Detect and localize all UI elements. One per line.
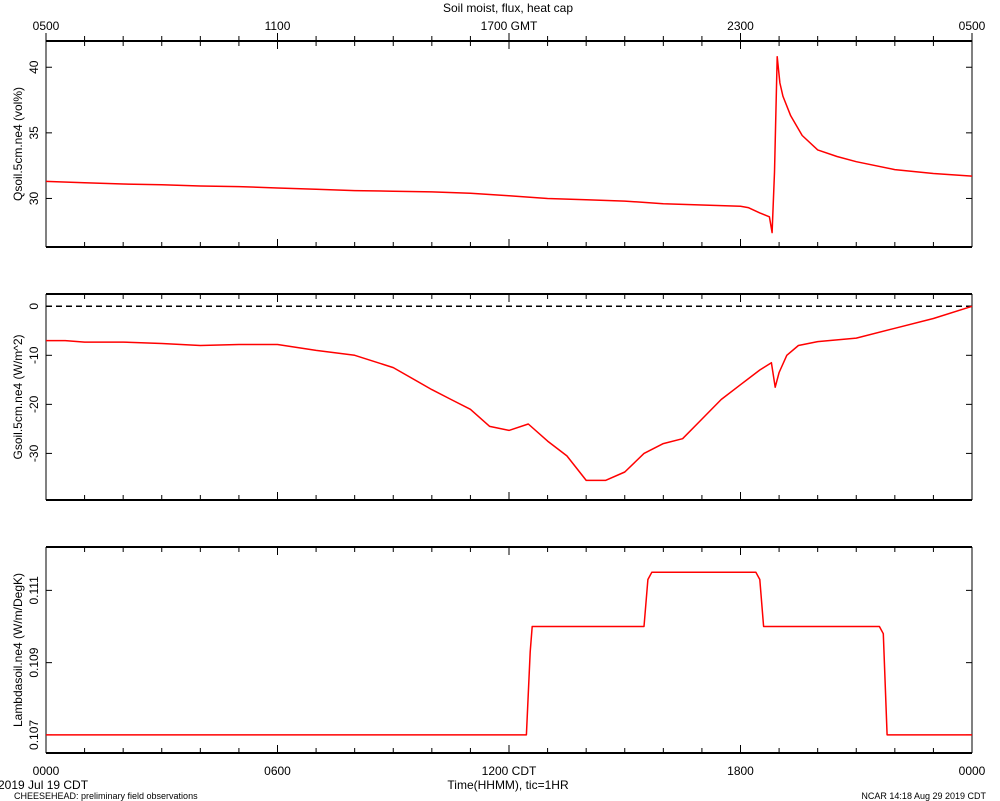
bottom-axis-tick-label: 1800 (727, 764, 754, 778)
y-axis-label: Lambdasoil.ne4 (W/m/DegK) (11, 573, 25, 727)
bottom-axis-tick-label: 1200 CDT (482, 764, 537, 778)
y-axis-label: Gsoil.5cm.ne4 (W/m^2) (11, 335, 25, 460)
y-tick-label: 0.107 (27, 720, 41, 750)
series-line (46, 571, 972, 736)
bottom-axis-tick-label: 0000 (33, 764, 60, 778)
top-axis-tick-label: 1700 GMT (481, 19, 538, 33)
date-label: 2019 Jul 19 CDT (0, 778, 89, 792)
y-axis-label: Qsoil.5cm.ne4 (vol%) (11, 87, 25, 201)
top-axis-tick-label: 0500 (33, 19, 60, 33)
y-tick-label: 40 (27, 60, 41, 74)
y-tick-label: 30 (27, 191, 41, 205)
top-axis-tick-label: 2300 (727, 19, 754, 33)
y-tick-label: 0.109 (27, 647, 41, 677)
y-tick-label: -30 (27, 444, 41, 462)
footer-left: CHEESEHEAD: preliminary field observatio… (14, 791, 198, 801)
y-tick-label: 0 (27, 303, 41, 310)
bottom-axis-tick-label: 0600 (264, 764, 291, 778)
y-tick-label: 0.111 (27, 576, 41, 605)
top-axis-tick-label: 0500 (959, 19, 986, 33)
y-tick-label: -20 (27, 395, 41, 413)
footer-right: NCAR 14:18 Aug 29 2019 CDT (861, 791, 986, 801)
y-tick-label: 35 (27, 126, 41, 140)
chart-title: Soil moist, flux, heat cap (442, 1, 574, 15)
y-tick-label: -10 (27, 346, 41, 364)
series-line (46, 305, 973, 482)
series-line (45, 55, 973, 234)
bottom-axis-label: Time(HHMM), tic=1HR (447, 778, 569, 792)
bottom-axis-tick-label: 0000 (959, 764, 986, 778)
top-axis-tick-label: 1100 (265, 19, 291, 33)
